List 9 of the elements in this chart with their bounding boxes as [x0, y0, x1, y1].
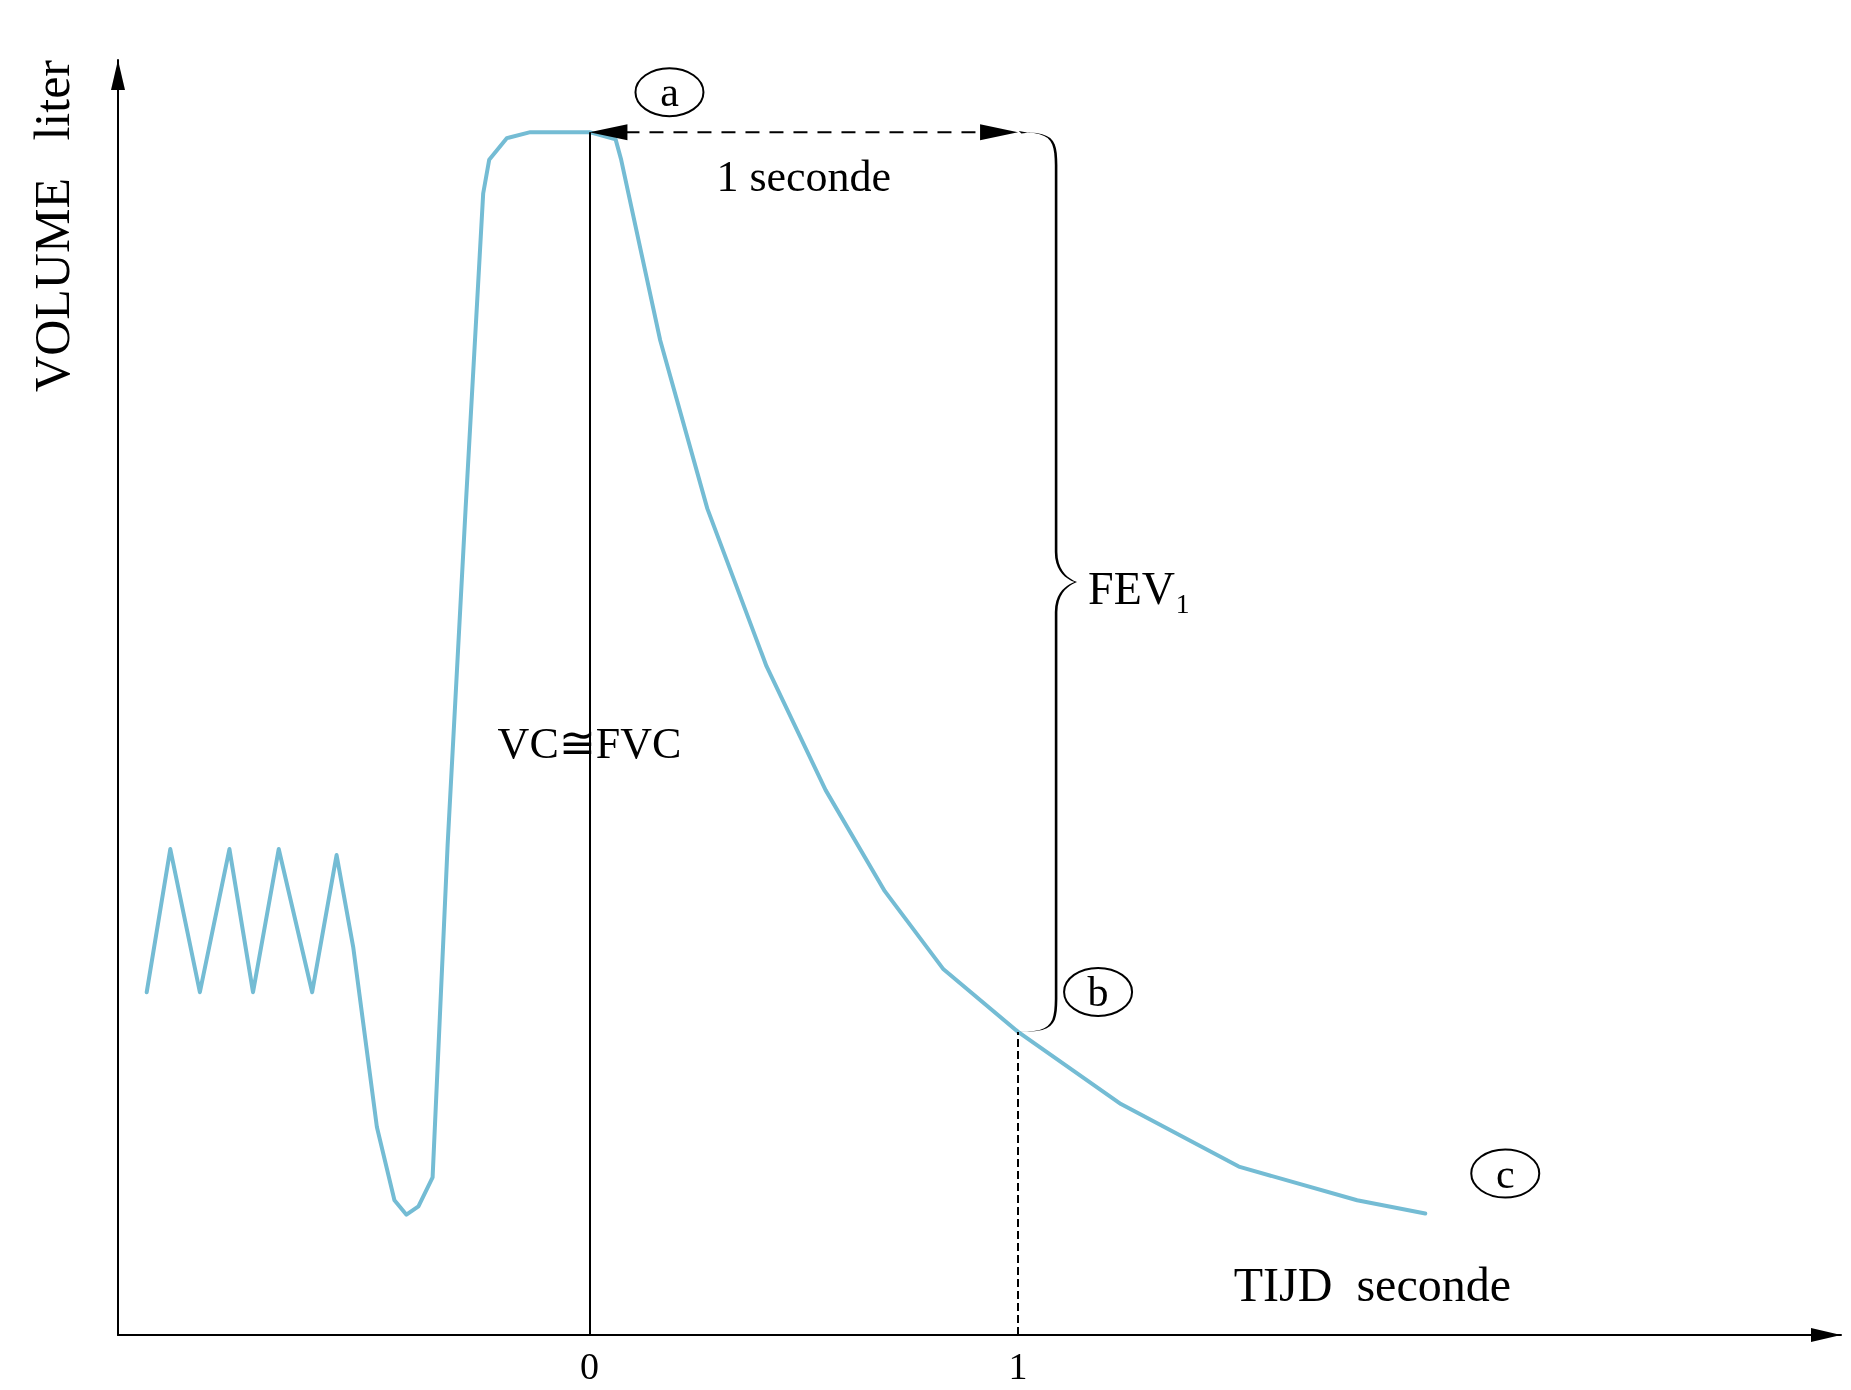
annotation: c: [1495, 1150, 1515, 1197]
annotation: b: [1087, 968, 1109, 1015]
x-axis-title: TIJD seconde: [1233, 1257, 1512, 1311]
x-tick-label: 1: [1008, 1345, 1028, 1387]
annotation: 1 seconde: [716, 151, 892, 201]
annotation: a: [660, 69, 680, 116]
x-tick-label: 0: [579, 1345, 599, 1387]
annotation: FEV₁: [1088, 562, 1192, 614]
y-axis-title: VOLUME liter: [24, 59, 80, 392]
